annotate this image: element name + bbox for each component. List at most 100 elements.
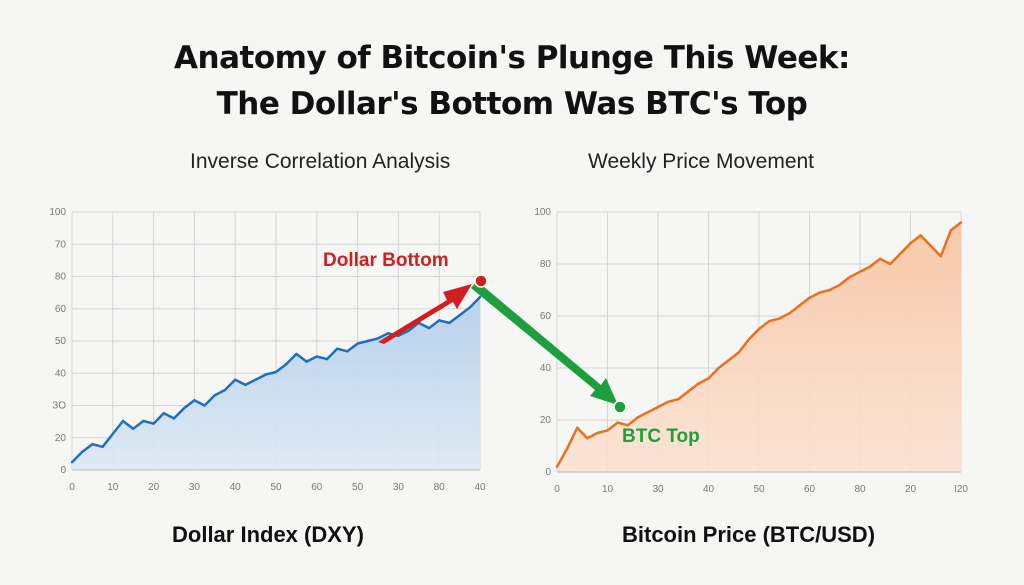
dxy-y-tick-label: 40: [55, 368, 67, 379]
btc-data-point: [818, 291, 821, 294]
dxy-data-point: [81, 450, 84, 454]
dxy-y-tick-label: 60: [55, 304, 67, 315]
btc-data-point: [616, 421, 619, 424]
dxy-x-tick-label: 40: [474, 482, 486, 493]
dxy-data-point: [407, 329, 410, 332]
dollar-bottom-label: Dollar Bottom: [323, 250, 449, 271]
btc-data-point: [666, 400, 670, 403]
dxy-data-point: [111, 432, 115, 436]
dxy-data-point: [213, 394, 216, 397]
btc-data-point: [889, 262, 892, 266]
btc-data-point: [949, 229, 953, 232]
btc-data-point: [656, 405, 660, 409]
btc-top-arrow: [471, 281, 618, 405]
dollar-bottom-marker: [474, 274, 488, 288]
dxy-y-tick-label: ЗО: [52, 401, 66, 412]
dxy-data-point: [356, 342, 359, 345]
dxy-data-point: [183, 406, 186, 410]
dxy-x-tick-label: 10: [107, 482, 119, 493]
btc-data-point: [747, 338, 751, 341]
dxy-data-point: [142, 419, 145, 423]
btc-y-tick-label: 40: [540, 363, 552, 374]
btc-x-tick-label: 30: [652, 484, 664, 495]
btc-y-tick-label: 100: [534, 207, 551, 218]
btc-x-tick-label: 20: [905, 484, 917, 495]
dxy-data-point: [366, 339, 369, 343]
dxy-data-point: [458, 314, 461, 317]
dxy-x-tick-label: 60: [311, 482, 323, 493]
dxy-y-tick-label: 80: [55, 272, 67, 283]
dxy-data-point: [70, 461, 74, 464]
dxy-data-point: [285, 363, 288, 366]
dxy-data-point: [223, 388, 227, 392]
right-subtitle: Weekly Price Movement: [588, 150, 815, 173]
btc-data-point: [788, 312, 791, 315]
dxy-data-point: [121, 419, 125, 423]
dxy-data-point: [244, 383, 247, 387]
dxy-data-point: [336, 347, 339, 350]
btc-top-marker: [613, 400, 627, 414]
btc-data-point: [596, 431, 599, 435]
btc-data-point: [939, 255, 942, 258]
left-subtitle: Inverse Correlation Analysis: [190, 150, 451, 173]
btc-data-point: [757, 327, 761, 331]
dxy-data-point: [91, 443, 94, 446]
dollar-bottom-arrow: [378, 284, 472, 344]
dxy-x-tick-label: 50: [270, 482, 282, 493]
btc-data-point: [798, 304, 801, 307]
btc-x-tick-label: 50: [753, 484, 765, 495]
dxy-data-point: [254, 378, 257, 381]
dxy-data-point: [101, 445, 104, 448]
btc-y-tick-label: 80: [540, 259, 552, 270]
dxy-data-point: [438, 319, 441, 322]
btc-data-point: [677, 398, 680, 401]
dxy-x-tick-label: 50: [352, 482, 364, 493]
btc-data-point: [767, 320, 771, 323]
btc-x-tick-label: 40: [703, 484, 715, 495]
btc-data-point: [626, 424, 629, 427]
dxy-x-tick-label: 30: [393, 482, 405, 493]
btc-x-tick-label: 0: [554, 484, 560, 495]
btc-data-point: [858, 270, 862, 273]
dxy-data-point: [234, 378, 237, 381]
btc-y-tick-label: 20: [540, 415, 552, 426]
dxy-y-tick-label: 20: [55, 433, 67, 444]
dxy-data-point: [325, 357, 329, 361]
dxy-data-point: [468, 306, 471, 309]
btc-data-point: [697, 382, 700, 385]
btc-data-point: [828, 288, 831, 292]
btc-data-point: [687, 390, 690, 393]
btc-chart-panel: 0 20 40 60 80 100 0 10 30 40 50 60 80 20 I20: [534, 207, 968, 495]
btc-data-point: [717, 366, 720, 370]
dxy-data-point: [152, 422, 155, 425]
dxy-data-point: [264, 373, 267, 376]
dxy-x-tick-label: 20: [148, 482, 160, 493]
btc-data-point: [737, 351, 740, 354]
btc-data-point: [555, 465, 559, 468]
dxy-data-point: [315, 355, 318, 358]
btc-data-point: [778, 317, 781, 320]
btc-data-point: [646, 411, 650, 414]
dxy-data-point: [274, 370, 278, 374]
btc-data-point: [879, 257, 882, 260]
dxy-chart-panel: 0 20 ЗО 40 50 60 80 70 100 0 10 20 30 40 50 60 50 30 80 40: [49, 207, 486, 493]
dxy-data-point: [203, 404, 206, 407]
btc-data-point: [565, 447, 569, 450]
btc-panel-label: Bitcoin Price (BTC/USD): [622, 522, 876, 547]
btc-data-point: [909, 242, 912, 245]
dxy-data-point: [478, 295, 482, 299]
btc-y-tick-label: 60: [540, 311, 552, 322]
chart-title-line-1: Anatomy of Bitcoin's Plunge This Week:: [174, 40, 850, 76]
btc-data-point: [899, 252, 902, 255]
btc-data-point: [838, 283, 841, 286]
dxy-y-tick-label: 70: [55, 239, 67, 250]
dxy-data-point: [162, 412, 165, 415]
btc-data-point: [808, 296, 811, 299]
dxy-y-tick-label: 50: [55, 336, 67, 347]
btc-data-point: [929, 244, 932, 247]
btc-data-point: [707, 377, 710, 380]
dxy-x-tick-label: 0: [69, 482, 75, 493]
dxy-data-point: [346, 350, 349, 353]
btc-area-fill: [557, 222, 961, 472]
